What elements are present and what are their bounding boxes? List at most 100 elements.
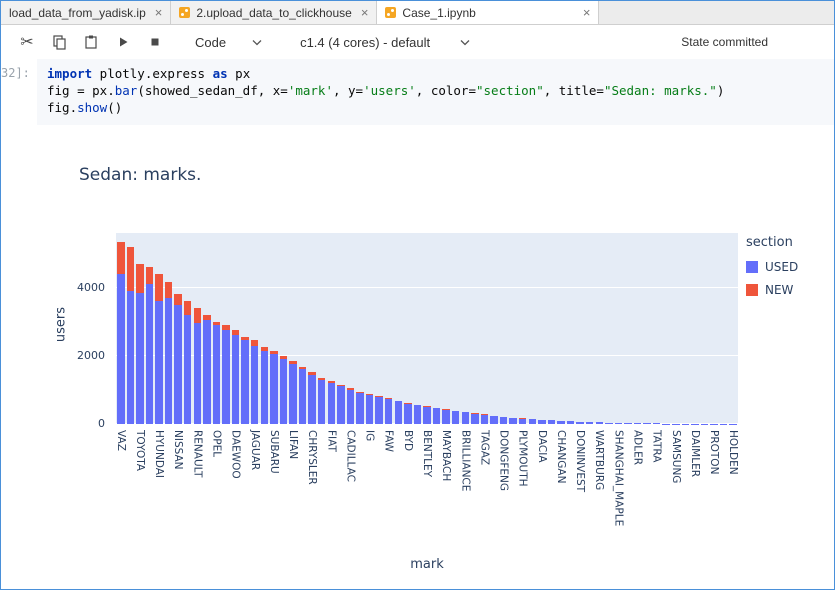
tab-label: Case_1.ipynb: [402, 5, 476, 20]
bar: [184, 301, 192, 424]
bar-segment-used: [327, 383, 336, 424]
x-tick-label: JAGUAR: [248, 430, 261, 471]
x-tick-label: MAYBACH: [440, 430, 453, 482]
bar-segment-used: [413, 405, 422, 424]
bar-segment-new: [365, 394, 374, 396]
bar: [643, 423, 651, 424]
bar: [652, 423, 661, 424]
bar-segment-used: [404, 403, 412, 424]
bar: [174, 294, 182, 424]
bar-segment-used: [164, 297, 173, 424]
stop-kernel-button[interactable]: [143, 30, 167, 54]
tab-case-1[interactable]: Case_1.ipynb ×: [377, 1, 600, 24]
paste-cell-button[interactable]: [79, 30, 103, 54]
code-editor[interactable]: import plotly.express as px fig = px.bar(…: [37, 59, 834, 125]
code-cell: 32]: import plotly.express as px fig = px…: [1, 59, 834, 125]
bar: [375, 396, 383, 424]
bar-segment-new: [394, 400, 402, 402]
bar: [318, 377, 326, 424]
bar-segment-used: [365, 395, 374, 424]
bar: [442, 409, 450, 424]
bar-segment-used: [624, 423, 632, 424]
scissors-icon: ✂: [20, 34, 34, 51]
x-tick-label: VAZ: [114, 430, 127, 451]
bar: [203, 314, 211, 424]
bar-segment-new: [164, 282, 173, 298]
bar-segment-used: [308, 374, 316, 424]
bar-segment-new: [270, 350, 278, 355]
tab-upload-data-to-clickhouse[interactable]: 2.upload_data_to_clickhouse ×: [171, 1, 378, 24]
cell-type-dropdown[interactable]: Code: [189, 31, 268, 54]
bar-segment-new: [203, 314, 211, 320]
legend-swatch: [746, 261, 758, 273]
cut-cell-button[interactable]: ✂: [15, 30, 39, 54]
x-tick-label: PLYMOUTH: [516, 430, 529, 487]
bar-segment-used: [471, 413, 479, 424]
x-tick-label: SAMSUNG: [669, 430, 682, 484]
bar-segment-used: [212, 325, 221, 424]
chevron-down-icon: [252, 39, 262, 45]
bar-segment-new: [384, 398, 393, 400]
bar-segment-used: [289, 364, 297, 424]
bar: [490, 415, 498, 424]
bar-segment-used: [203, 319, 211, 424]
close-icon[interactable]: ×: [360, 5, 369, 20]
bar-segment-new: [155, 273, 163, 302]
kernel-dropdown[interactable]: c1.4 (4 cores) - default: [294, 31, 476, 54]
tab-load-data-from-yadisk[interactable]: load_data_from_yadisk.ip ×: [1, 1, 172, 24]
x-tick-label: FIAT: [325, 430, 338, 452]
bar: [308, 371, 316, 424]
bar-segment-used: [643, 423, 651, 424]
bar: [155, 273, 163, 424]
bar: [432, 407, 441, 424]
bar: [298, 366, 307, 424]
x-axis-labels: VAZ TOYOTA HYUNDAI NISSAN RENAULT OPEL DAEWOO J…: [114, 428, 739, 556]
bar: [451, 410, 460, 424]
run-cell-button[interactable]: [111, 30, 135, 54]
bar: [614, 422, 623, 424]
bar-segment-new: [117, 241, 125, 274]
legend-entry[interactable]: NEW: [746, 283, 834, 297]
bar-segment-used: [490, 415, 498, 424]
bar-segment-new: [518, 417, 527, 419]
bar: [413, 404, 422, 424]
y-tick-label: 0: [98, 417, 105, 430]
bar-segment-used: [356, 393, 364, 424]
y-tick-label: 2000: [77, 348, 105, 362]
bar-segment-new: [260, 347, 269, 351]
bar-segment-new: [279, 355, 288, 360]
bar: [279, 355, 288, 424]
x-tick-label: BYD: [401, 430, 414, 452]
tab-bar: load_data_from_yadisk.ip × 2.upload_data…: [1, 1, 834, 25]
x-tick-label: WARTBURG: [593, 430, 606, 491]
stop-icon: [151, 38, 159, 46]
notebook-toolbar: ✂ Code c1.4 (4 cores) - default State co…: [1, 25, 834, 59]
bar-segment-used: [270, 354, 278, 424]
bar-segment-used: [547, 420, 556, 424]
close-icon[interactable]: ×: [154, 5, 163, 20]
bar-segment-used: [451, 411, 460, 424]
bar: [480, 414, 489, 424]
bar-segment-used: [231, 335, 240, 424]
x-tick-label: DACIA: [535, 430, 548, 463]
bar-segment-new: [327, 381, 336, 384]
bar: [260, 347, 269, 424]
bar-segment-used: [222, 330, 230, 424]
x-tick-label: CHRYSLER: [306, 430, 319, 485]
bar-segment-new: [241, 337, 249, 341]
bar-segment-used: [605, 422, 613, 424]
bar: [164, 282, 173, 424]
bar: [241, 337, 249, 424]
x-tick-label: TOYOTA: [133, 430, 146, 471]
bar-segment-new: [404, 402, 412, 404]
bar: [471, 413, 479, 424]
legend-entry[interactable]: USED: [746, 260, 834, 274]
bar-segment-used: [566, 421, 575, 424]
bar: [270, 350, 278, 424]
x-tick-label: DAEWOO: [229, 430, 242, 479]
copy-cell-button[interactable]: [47, 30, 71, 54]
close-icon[interactable]: ×: [582, 5, 591, 20]
legend-label: USED: [765, 260, 799, 274]
x-tick-label: PROTON: [708, 430, 721, 475]
